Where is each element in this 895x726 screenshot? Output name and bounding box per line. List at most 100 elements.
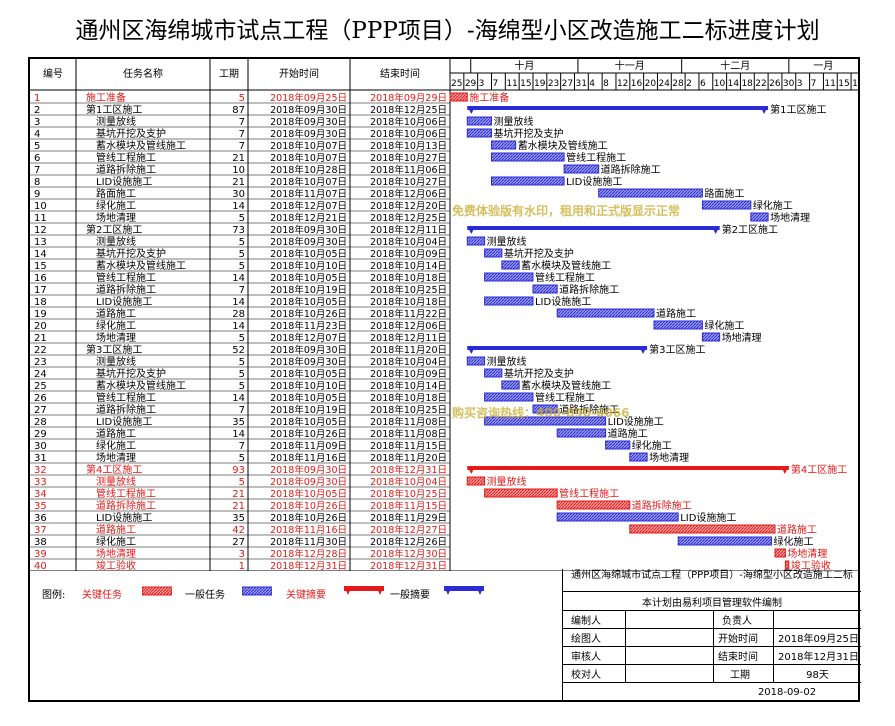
row-end: 2018年10月25日 [370, 404, 447, 416]
task-bar [750, 212, 769, 222]
bar-label: 测量放线 [493, 115, 533, 128]
row-task-name: 道路拆除施工 [96, 499, 156, 512]
row-start: 2018年09月30日 [270, 224, 347, 236]
day-tick-label: 30 [783, 79, 795, 89]
row-end: 2018年10月18日 [370, 392, 447, 404]
day-tick-label: 23 [548, 79, 559, 89]
row-start: 2018年11月30日 [270, 536, 347, 548]
row-task-name: 道路拆除施工 [96, 403, 156, 416]
gantt-frame: 编号 任务名称 工期 开始时间 结束时间 十月 十一月 十二月 一月 25 29 3 7 11 15 19 23… [28, 57, 861, 702]
task-bar [563, 164, 600, 174]
row-id: 16 [34, 273, 47, 284]
summary-bar [467, 346, 648, 350]
row-end: 2018年12月06日 [370, 188, 447, 200]
row-end: 2018年10月04日 [370, 356, 447, 368]
row-start: 2018年11月09日 [270, 440, 347, 452]
row-task-name: 场地清理 [96, 331, 136, 344]
task-bar [490, 176, 565, 186]
row-id: 27 [34, 405, 47, 416]
task-bar [484, 296, 534, 306]
bar-label: 第3工区施工 [649, 343, 705, 356]
row-id: 32 [34, 465, 47, 476]
row-id: 21 [34, 333, 47, 344]
bar-label: 测量放线 [487, 355, 527, 368]
info-owner-label: 负责人 [713, 611, 773, 628]
bar-label: 道路拆除施工 [632, 499, 692, 512]
task-bar [466, 128, 492, 138]
bar-label: 道路拆除施工 [559, 283, 619, 296]
row-start: 2018年10月26日 [270, 428, 347, 440]
row-start: 2018年10月07日 [270, 140, 347, 152]
row-duration: 7 [239, 117, 245, 128]
row-start: 2018年10月10日 [270, 380, 347, 392]
day-tick-label: 19 [852, 79, 858, 89]
row-id: 12 [34, 225, 47, 236]
row-duration: 7 [239, 441, 245, 452]
row-start: 2018年11月07日 [270, 188, 347, 200]
task-bar [484, 416, 607, 426]
row-id: 13 [34, 237, 47, 248]
day-tick-label: 15 [520, 79, 531, 89]
task-bar [484, 272, 534, 282]
legend-critical-summary-swatch [344, 586, 384, 595]
row-task-name: 道路施工 [96, 427, 136, 440]
row-duration: 14 [232, 297, 245, 308]
row-end: 2018年11月22日 [370, 308, 447, 320]
row-start: 2018年09月30日 [270, 236, 347, 248]
row-id: 30 [34, 441, 47, 452]
row-duration: 93 [232, 465, 245, 476]
row-end: 2018年10月04日 [370, 476, 447, 488]
info-drawer-label: 绘图人 [571, 634, 601, 645]
bar-label: 道路拆除施工 [559, 403, 619, 416]
row-task-name: LID设施施工 [96, 295, 152, 308]
info-checker-value [625, 665, 713, 682]
summary-bar-start-cap [467, 226, 476, 234]
row-duration: 87 [232, 105, 245, 116]
row-end: 2018年11月20日 [370, 452, 447, 464]
task-bar [501, 260, 520, 270]
row-task-name: 场地清理 [96, 451, 136, 464]
row-task-name: 基坑开挖及支护 [96, 367, 166, 380]
row-duration: 5 [239, 453, 245, 464]
info-end-value: 2018年12月31日 [773, 647, 861, 664]
row-duration: 5 [239, 333, 245, 344]
month-label: 十一月 [615, 59, 645, 72]
row-start: 2018年10月05日 [270, 416, 347, 428]
day-tick-label: 19 [534, 79, 546, 89]
summary-bar-start-cap [467, 106, 476, 114]
row-id: 4 [34, 129, 40, 140]
legend-normal-task-swatch [242, 586, 272, 596]
row-id: 10 [34, 201, 47, 212]
row-end: 2018年09月29日 [370, 92, 447, 104]
row-start: 2018年12月07日 [270, 200, 347, 212]
row-start: 2018年12月28日 [270, 548, 347, 560]
row-duration: 5 [239, 381, 245, 392]
row-duration: 14 [232, 273, 245, 284]
row-end: 2018年10月27日 [370, 176, 447, 188]
row-task-name: 路面施工 [96, 187, 136, 200]
bar-label: 场地清理 [722, 331, 762, 344]
day-tick-label: 29 [465, 79, 477, 89]
info-end-label: 结束时间 [713, 647, 773, 664]
row-id: 2 [34, 105, 40, 116]
row-duration: 21 [232, 153, 245, 164]
row-task-name: 场地清理 [96, 211, 136, 224]
row-end: 2018年12月31日 [370, 464, 447, 476]
task-bar [532, 404, 558, 414]
task-bar [598, 188, 703, 198]
legend-critical-summary-label: 关键摘要 [286, 590, 326, 601]
legend-title: 图例: [42, 590, 66, 601]
row-start: 2018年10月26日 [270, 500, 347, 512]
row-end: 2018年10月14日 [370, 260, 447, 272]
row-duration: 5 [239, 357, 245, 368]
task-bar [629, 524, 776, 534]
row-id: 38 [34, 537, 47, 548]
row-start: 2018年09月30日 [270, 116, 347, 128]
task-bar [466, 236, 486, 246]
row-task-name: 第3工区施工 [86, 343, 142, 356]
row-start: 2018年11月16日 [270, 452, 347, 464]
row-start: 2018年10月19日 [270, 284, 347, 296]
info-reviewer-label: 审核人 [571, 652, 601, 663]
row-duration: 7 [239, 285, 245, 296]
header-name: 任务名称 [123, 67, 163, 80]
